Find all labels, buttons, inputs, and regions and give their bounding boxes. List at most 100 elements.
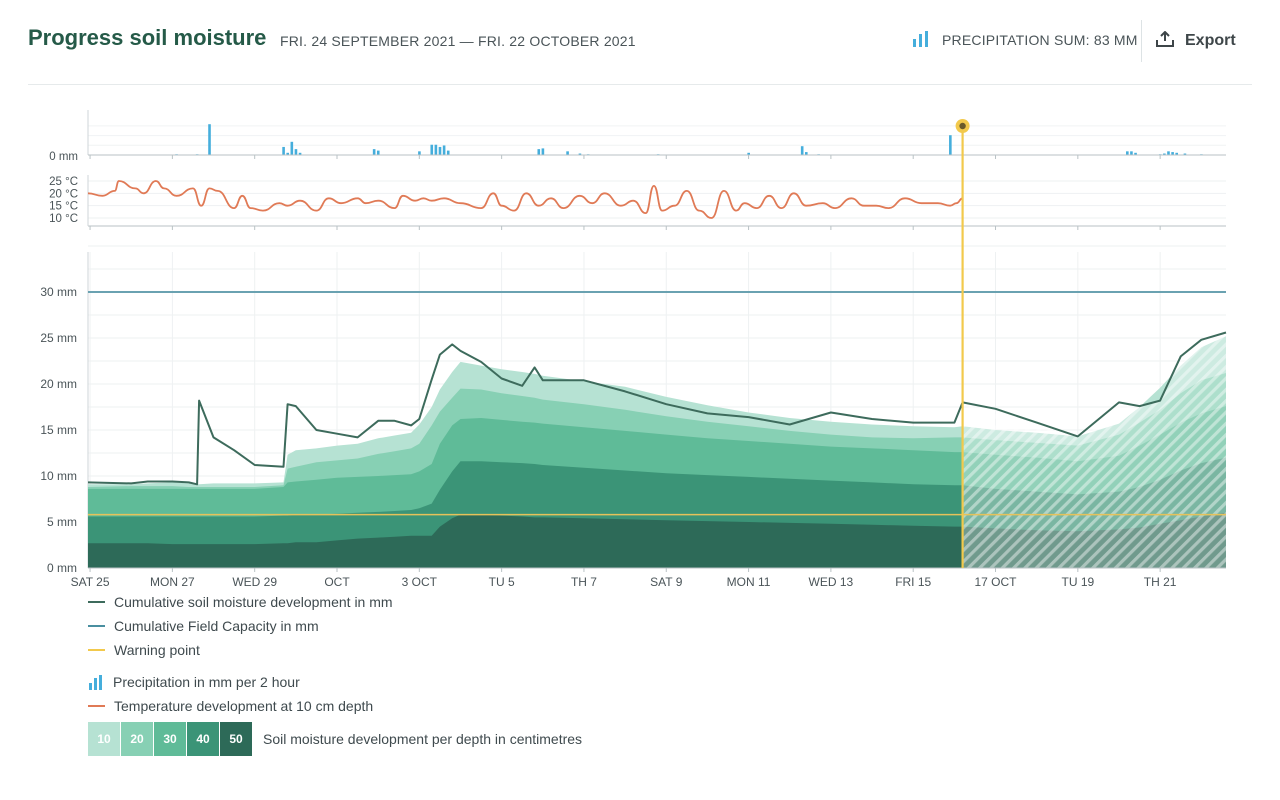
precipitation-bar xyxy=(438,146,442,155)
x-tick-label: 3 OCT xyxy=(402,575,438,586)
precipitation-bar xyxy=(804,152,808,155)
x-tick-label: 17 OCT xyxy=(975,575,1018,586)
header: Progress soil moisture FRI. 24 SEPTEMBER… xyxy=(0,0,1280,84)
precipitation-bar xyxy=(372,149,376,155)
precipitation-bar xyxy=(208,124,211,155)
y-tick-label: 10 mm xyxy=(40,469,77,483)
forecast-hatch-fill xyxy=(962,332,1226,568)
precipitation-bar xyxy=(1130,151,1133,155)
legend-label: Cumulative soil moisture development in … xyxy=(114,594,393,610)
legend-label: Cumulative Field Capacity in mm xyxy=(114,618,319,634)
x-tick-label: TU 19 xyxy=(1061,575,1094,586)
export-label: Export xyxy=(1185,32,1236,49)
x-tick-label: TH 21 xyxy=(1144,575,1177,586)
legend-item-field-capacity: Cumulative Field Capacity in mm xyxy=(88,614,988,638)
precipitation-bar xyxy=(1167,151,1170,155)
precipitation-bar xyxy=(949,135,952,155)
precipitation-bar xyxy=(1171,152,1174,155)
temperature-tick-label: 15 °C xyxy=(49,201,78,213)
precipitation-bar xyxy=(566,151,569,155)
cumulative-moisture-line xyxy=(87,331,1227,486)
x-tick-label: MON 11 xyxy=(727,575,771,586)
soil-moisture-chart: 0 mm 5 mm 10 mm 15 mm 20 mm 25 mm 30 mm SAT 25 M… xyxy=(40,110,1227,586)
export-button[interactable]: Export xyxy=(1156,28,1236,54)
y-tick-label: 30 mm xyxy=(40,285,77,299)
x-tick-label: WED 13 xyxy=(809,575,854,586)
temperature-tick-label: 25 °C xyxy=(49,176,78,188)
depth-box-50: 50 xyxy=(220,722,252,756)
precipitation-bar xyxy=(541,148,545,155)
legend-label: Precipitation in mm per 2 hour xyxy=(113,674,300,690)
precipitation-bar xyxy=(1134,152,1137,155)
precipitation-bar xyxy=(290,141,294,155)
bar-chart-icon xyxy=(88,674,104,690)
legend-swatch xyxy=(88,705,105,707)
precipitation-sum-label: PRECIPITATION SUM: 83 MM xyxy=(942,32,1138,48)
x-tick-label: WED 29 xyxy=(232,575,277,586)
forecast-hatch xyxy=(962,332,1226,568)
precipitation-sum: PRECIPITATION SUM: 83 MM xyxy=(912,28,1138,52)
legend-swatch xyxy=(88,625,105,627)
depth-box-10: 10 xyxy=(88,722,120,756)
legend-item-warning: Warning point xyxy=(88,638,988,662)
temperature-line xyxy=(87,180,963,219)
depth-box-20: 20 xyxy=(121,722,153,756)
page-title: Progress soil moisture xyxy=(28,25,267,50)
export-icon xyxy=(1156,30,1174,52)
y-tick-label: 0 mm xyxy=(47,561,77,575)
precipitation-bar xyxy=(286,152,290,155)
legend-label: Temperature development at 10 cm depth xyxy=(114,698,374,714)
depth-area-50 xyxy=(88,512,1226,568)
precipitation-bar xyxy=(1126,151,1129,155)
legend: Cumulative soil moisture development in … xyxy=(88,590,988,756)
precipitation-bar xyxy=(537,149,541,155)
precipitation-tick-label: 0 mm xyxy=(49,151,78,163)
x-tick-label: TU 5 xyxy=(489,575,515,586)
legend-item-cumulative: Cumulative soil moisture development in … xyxy=(88,590,988,614)
x-tick-label: SAT 9 xyxy=(650,575,683,586)
depth-legend-label: Soil moisture development per depth in c… xyxy=(263,731,583,747)
legend-depths: 10 20 30 40 50 Soil moisture development… xyxy=(88,722,988,756)
precipitation-bar xyxy=(1183,153,1187,155)
temperature-tick-label: 20 °C xyxy=(49,188,78,200)
legend-item-temperature: Temperature development at 10 cm depth xyxy=(88,694,988,718)
y-tick-label: 20 mm xyxy=(40,377,77,391)
precipitation-bar xyxy=(747,152,750,155)
depth-box-40: 40 xyxy=(187,722,219,756)
temperature-tick-label: 10 °C xyxy=(49,213,78,225)
precipitation-bar xyxy=(442,145,446,155)
header-separator xyxy=(28,84,1252,85)
warning-point-dot xyxy=(959,122,966,130)
x-tick-label: TH 7 xyxy=(571,575,597,586)
y-tick-label: 15 mm xyxy=(40,423,77,437)
bar-chart-icon xyxy=(912,30,930,50)
precipitation-panel: 0 mm xyxy=(49,110,1226,163)
precipitation-bar xyxy=(446,150,450,155)
precipitation-bar xyxy=(298,152,302,155)
precipitation-bar xyxy=(434,144,438,155)
legend-item-precipitation: Precipitation in mm per 2 hour xyxy=(88,670,988,694)
precipitation-bar xyxy=(1163,153,1166,155)
precipitation-bar xyxy=(376,150,380,155)
precipitation-bar xyxy=(578,153,582,155)
x-tick-label: SAT 25 xyxy=(71,575,110,586)
y-tick-label: 5 mm xyxy=(47,515,77,529)
precipitation-bar xyxy=(418,151,421,155)
date-range: FRI. 24 SEPTEMBER 2021 — FRI. 22 OCTOBER… xyxy=(280,33,636,49)
depth-box-30: 30 xyxy=(154,722,186,756)
legend-swatch xyxy=(88,649,105,651)
precipitation-bar xyxy=(282,146,285,155)
precipitation-bar xyxy=(430,144,434,155)
precipitation-bar xyxy=(294,149,298,155)
x-tick-label: MON 27 xyxy=(150,575,195,586)
y-tick-label: 25 mm xyxy=(40,331,77,345)
legend-label: Warning point xyxy=(114,642,200,658)
depth-areas xyxy=(88,336,1226,568)
legend-swatch xyxy=(88,601,105,603)
precipitation-bar xyxy=(1175,152,1179,155)
x-tick-label: OCT xyxy=(324,575,350,586)
temperature-panel: 10 °C15 °C20 °C25 °C xyxy=(49,175,1226,230)
x-tick-label: FRI 15 xyxy=(895,575,931,586)
precipitation-bar xyxy=(800,146,804,155)
header-divider xyxy=(1141,20,1142,62)
